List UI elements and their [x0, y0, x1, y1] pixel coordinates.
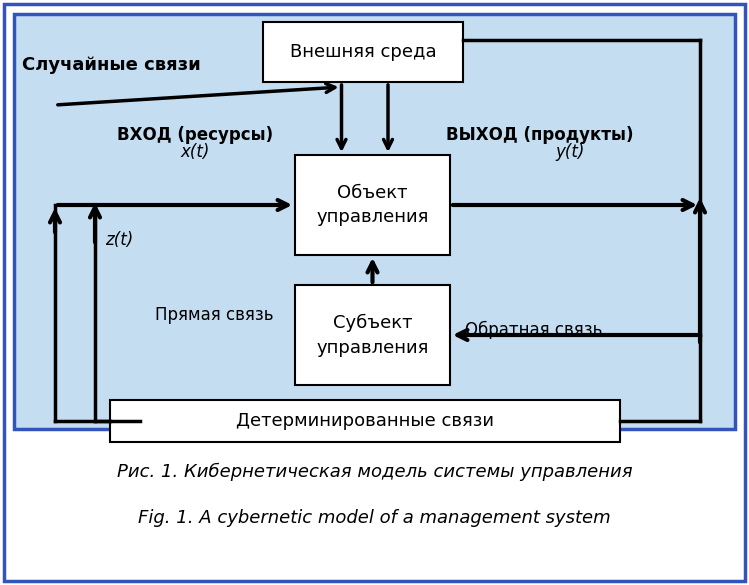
Text: y(t): y(t) — [555, 143, 585, 161]
Text: ВЫХОД (продукты): ВЫХОД (продукты) — [446, 126, 634, 144]
Text: Субъект
управления: Субъект управления — [316, 314, 428, 357]
Text: Fig. 1. A cybernetic model of a management system: Fig. 1. A cybernetic model of a manageme… — [138, 509, 611, 527]
Bar — [263, 22, 463, 82]
Bar — [295, 155, 450, 255]
Text: Прямая связь: Прямая связь — [155, 306, 273, 324]
Text: Объект
управления: Объект управления — [316, 184, 428, 226]
Text: z(t): z(t) — [105, 231, 133, 249]
Bar — [295, 285, 450, 385]
Bar — [110, 400, 620, 442]
Text: Детерминированные связи: Детерминированные связи — [236, 412, 494, 430]
Text: Случайные связи: Случайные связи — [22, 56, 201, 74]
Text: x(t): x(t) — [181, 143, 210, 161]
Text: ВХОД (ресурсы): ВХОД (ресурсы) — [117, 126, 273, 144]
Text: Рис. 1. Кибернетическая модель системы управления: Рис. 1. Кибернетическая модель системы у… — [117, 463, 632, 481]
Text: Обратная связь: Обратная связь — [465, 321, 602, 339]
Bar — [14, 14, 735, 429]
Text: Внешняя среда: Внешняя среда — [290, 43, 437, 61]
